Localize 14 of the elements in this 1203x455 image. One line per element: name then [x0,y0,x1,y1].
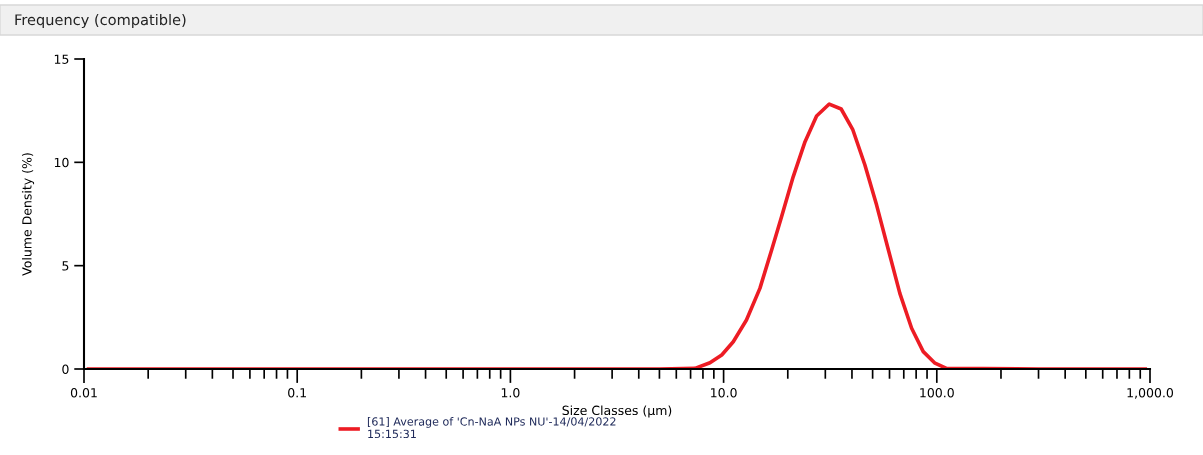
y-axis-title: Volume Density (%) [21,153,35,276]
y-tick-label: 0 [62,364,69,374]
chart-title: Frequency (compatible) [15,13,186,29]
y-tick-label: 10 [54,157,69,168]
x-tick-label: 0.01 [70,387,97,398]
x-tick-label: 1.0 [501,387,520,398]
y-tick-label: 15 [54,54,69,64]
x-tick-label: 1,000.0 [1127,387,1174,399]
x-tick-label: 0.1 [288,387,306,398]
x-tick-label: 10.0 [711,387,737,398]
x-tick-label: 100.0 [920,387,954,398]
legend-label: [61] Average of 'Cn-NaA NPs NU'-14/04/2022 15:15:31 [367,417,616,439]
x-axis-title: Size Classes (µm) [562,405,672,418]
y-tick-label: 5 [62,261,69,271]
